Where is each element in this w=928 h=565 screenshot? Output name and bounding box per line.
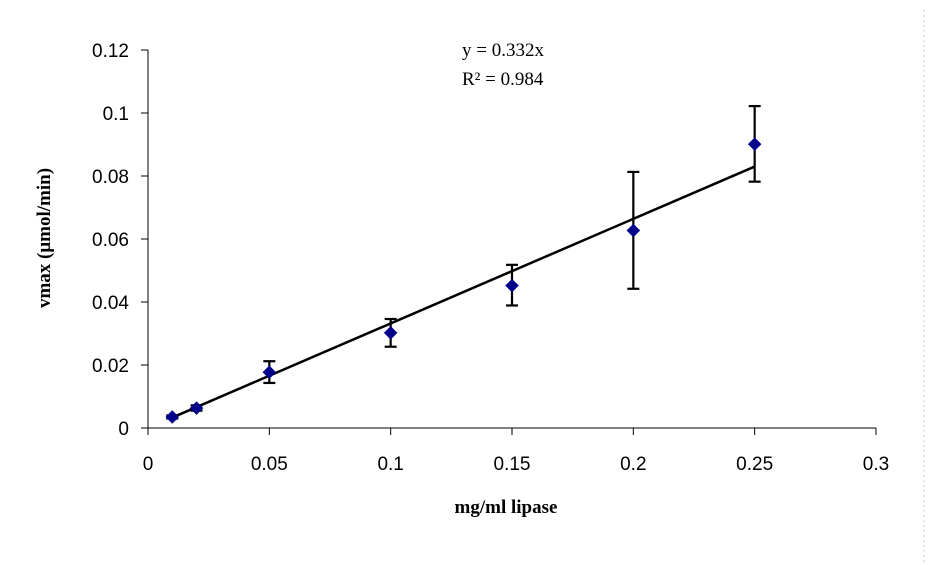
- x-tick-label: 0.2: [620, 454, 646, 475]
- data-point-diamond: [262, 365, 277, 380]
- x-tick-label: 0.1: [377, 454, 403, 475]
- data-point-diamond: [626, 223, 641, 238]
- data-point-diamond: [165, 410, 180, 424]
- data-points: [165, 137, 762, 424]
- trendline-group: [171, 165, 756, 419]
- y-axis-title: vmax (μmol/min): [34, 168, 55, 308]
- data-point-diamond: [189, 401, 204, 416]
- data-point-diamond: [383, 326, 398, 340]
- y-tick-label: 0.04: [92, 293, 129, 314]
- y-tick-label: 0.02: [92, 356, 129, 377]
- x-axis-ticks: 0 0.05 0.1 0.15 0.2 0.25 0.3: [143, 428, 889, 475]
- y-tick-label: 0.08: [92, 167, 129, 188]
- x-tick-label: 0.05: [251, 454, 288, 475]
- x-tick-label: 0: [143, 454, 154, 475]
- trendline-equation: y = 0.332x: [462, 40, 544, 61]
- x-tick-label: 0.15: [494, 454, 531, 475]
- y-axis-ticks: 0 0.02 0.04 0.06 0.08 0.1 0.12: [92, 41, 148, 440]
- data-point-diamond: [747, 137, 762, 152]
- x-tick-label: 0.25: [736, 454, 773, 475]
- x-tick-label: 0.3: [863, 454, 889, 475]
- y-tick-label: 0.12: [92, 41, 129, 62]
- y-tick-label: 0.06: [92, 230, 129, 251]
- y-tick-label: 0: [118, 419, 129, 440]
- trendline: [171, 165, 756, 419]
- error-bars: [166, 104, 761, 420]
- axes: [147, 50, 876, 429]
- data-point-diamond: [505, 278, 519, 293]
- r-squared-label: R² = 0.984: [462, 69, 544, 90]
- x-axis-title: mg/ml lipase: [455, 497, 558, 518]
- y-tick-label: 0.1: [103, 104, 129, 125]
